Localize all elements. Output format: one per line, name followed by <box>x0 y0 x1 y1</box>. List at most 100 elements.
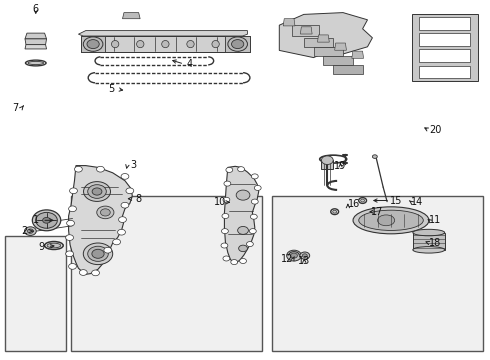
Circle shape <box>223 256 230 261</box>
Circle shape <box>321 156 333 165</box>
Ellipse shape <box>100 209 110 216</box>
Ellipse shape <box>97 206 114 219</box>
Bar <box>5 236 66 351</box>
Circle shape <box>254 185 261 190</box>
Text: 10: 10 <box>215 197 226 207</box>
Circle shape <box>287 250 301 261</box>
Circle shape <box>250 214 257 219</box>
Text: 6: 6 <box>33 4 39 14</box>
Text: 18: 18 <box>429 238 441 248</box>
Polygon shape <box>318 35 329 42</box>
Circle shape <box>300 252 310 259</box>
Ellipse shape <box>88 246 108 261</box>
Ellipse shape <box>333 210 337 213</box>
Circle shape <box>79 270 87 275</box>
Circle shape <box>66 235 74 240</box>
Circle shape <box>251 174 258 179</box>
Bar <box>272 196 483 351</box>
Polygon shape <box>122 13 140 19</box>
Ellipse shape <box>413 229 445 236</box>
Ellipse shape <box>239 245 247 252</box>
Polygon shape <box>25 39 47 45</box>
Polygon shape <box>69 166 132 274</box>
Polygon shape <box>314 47 343 56</box>
Ellipse shape <box>236 190 250 200</box>
Text: 7: 7 <box>13 103 19 113</box>
Circle shape <box>222 213 229 219</box>
Polygon shape <box>224 166 259 263</box>
Ellipse shape <box>413 247 445 253</box>
Text: 2: 2 <box>22 226 27 236</box>
Ellipse shape <box>212 40 220 48</box>
Text: 17: 17 <box>371 207 384 217</box>
Text: 11: 11 <box>429 215 441 225</box>
Text: 20: 20 <box>429 125 441 135</box>
Circle shape <box>113 239 121 245</box>
Bar <box>71 196 262 351</box>
Polygon shape <box>419 66 470 78</box>
Polygon shape <box>413 233 444 250</box>
Ellipse shape <box>43 217 50 223</box>
Text: 16: 16 <box>348 199 360 210</box>
Ellipse shape <box>359 210 423 230</box>
Circle shape <box>69 206 76 212</box>
Text: 5: 5 <box>109 84 115 94</box>
Polygon shape <box>412 14 478 81</box>
Text: 8: 8 <box>135 194 141 204</box>
Polygon shape <box>304 38 333 47</box>
Ellipse shape <box>112 40 119 48</box>
Circle shape <box>69 264 76 269</box>
Text: 3: 3 <box>130 160 136 170</box>
Polygon shape <box>81 36 105 52</box>
Text: 1: 1 <box>33 215 39 225</box>
Polygon shape <box>225 36 250 52</box>
Circle shape <box>66 251 74 257</box>
Ellipse shape <box>83 37 103 51</box>
Polygon shape <box>352 51 364 58</box>
Ellipse shape <box>92 188 102 195</box>
Circle shape <box>231 260 238 265</box>
Ellipse shape <box>372 155 377 158</box>
Ellipse shape <box>361 199 365 202</box>
Polygon shape <box>333 65 363 74</box>
Circle shape <box>27 229 33 233</box>
Circle shape <box>104 247 112 253</box>
Polygon shape <box>419 33 470 46</box>
Polygon shape <box>335 43 346 50</box>
Polygon shape <box>78 31 247 36</box>
Polygon shape <box>279 13 372 58</box>
Circle shape <box>221 243 228 248</box>
Circle shape <box>291 253 297 258</box>
Polygon shape <box>292 25 319 36</box>
Text: 19: 19 <box>334 161 346 171</box>
Circle shape <box>97 166 104 172</box>
Circle shape <box>221 229 228 234</box>
Ellipse shape <box>92 249 104 258</box>
Polygon shape <box>25 33 47 39</box>
Polygon shape <box>300 27 312 34</box>
Ellipse shape <box>187 40 194 48</box>
Circle shape <box>126 188 134 194</box>
Circle shape <box>246 242 253 247</box>
Polygon shape <box>323 56 353 65</box>
Text: 12: 12 <box>281 254 294 264</box>
Polygon shape <box>419 49 470 62</box>
Circle shape <box>302 254 307 257</box>
Circle shape <box>249 229 256 234</box>
Text: 14: 14 <box>411 197 423 207</box>
Text: 13: 13 <box>298 256 311 266</box>
Ellipse shape <box>137 40 144 48</box>
Polygon shape <box>81 36 250 52</box>
Polygon shape <box>419 17 470 30</box>
Circle shape <box>70 188 77 194</box>
Circle shape <box>74 166 82 172</box>
Circle shape <box>121 174 129 179</box>
Circle shape <box>92 270 99 276</box>
Ellipse shape <box>353 207 429 234</box>
Text: 9: 9 <box>39 242 45 252</box>
Ellipse shape <box>36 212 57 228</box>
Polygon shape <box>321 160 333 169</box>
Ellipse shape <box>378 215 395 226</box>
Ellipse shape <box>238 226 248 234</box>
Ellipse shape <box>87 40 99 49</box>
